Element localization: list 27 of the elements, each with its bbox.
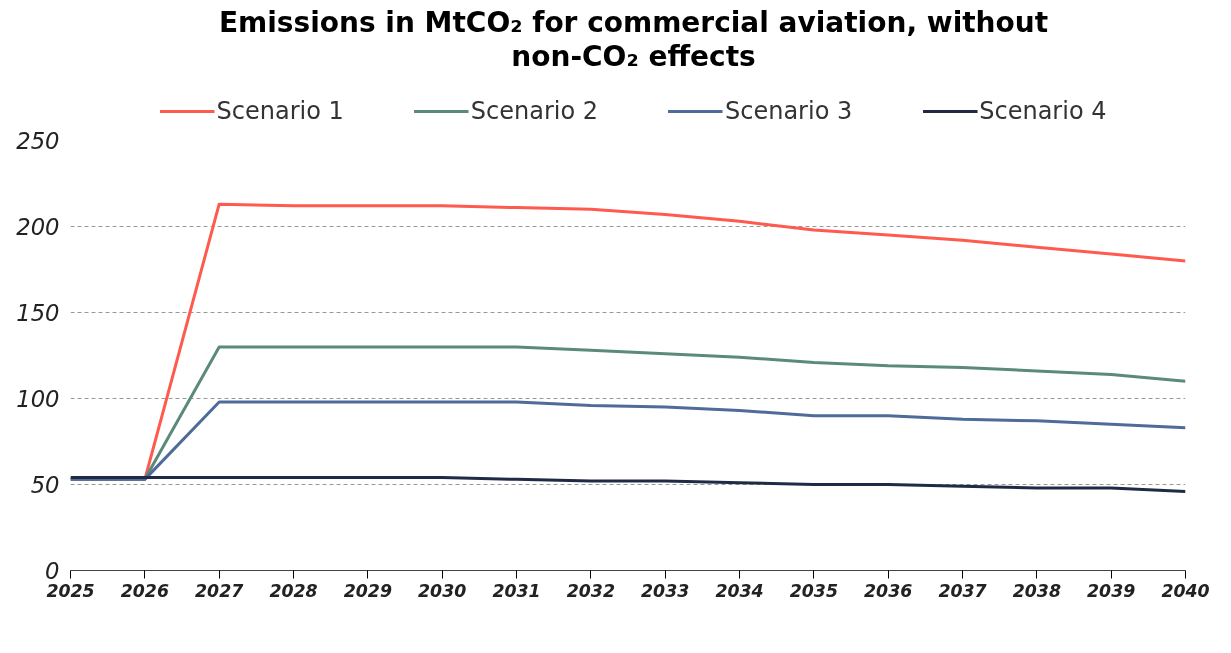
x-tick-label: 2036 <box>864 580 913 601</box>
legend-label: Scenario 4 <box>979 97 1107 125</box>
y-tick-label: 100 <box>16 386 60 412</box>
x-tick-label: 2030 <box>418 580 467 601</box>
legend-label: Scenario 2 <box>470 97 598 125</box>
x-tick-label: 2034 <box>715 580 764 601</box>
x-tick-label: 2026 <box>120 580 169 601</box>
x-tick-label: 2035 <box>789 580 838 601</box>
x-tick-label: 2033 <box>641 580 690 601</box>
x-tick-label: 2032 <box>566 580 615 601</box>
x-tick-label: 2037 <box>938 580 988 601</box>
line-series <box>70 400 1186 481</box>
y-tick-label: 150 <box>16 300 60 326</box>
x-tick-label: 2027 <box>195 580 245 601</box>
line-series <box>70 476 1186 493</box>
chart-title: Emissions in MtCO₂ for commercial aviation, without non-CO₂ effects <box>218 5 1049 74</box>
x-tick-label: 2029 <box>343 580 392 601</box>
x-tick-label: 2031 <box>492 580 541 601</box>
y-tick-label: 200 <box>16 214 60 240</box>
legend-label: Scenario 1 <box>216 97 344 125</box>
legend-label: Scenario 3 <box>725 97 853 125</box>
y-tick-label: 250 <box>16 128 60 154</box>
x-tick-label: 2040 <box>1161 580 1210 601</box>
x-tick-label: 2038 <box>1012 580 1061 601</box>
x-tick-label: 2039 <box>1087 580 1136 601</box>
y-tick-label: 50 <box>30 472 60 498</box>
x-tick-label: 2028 <box>269 580 318 601</box>
